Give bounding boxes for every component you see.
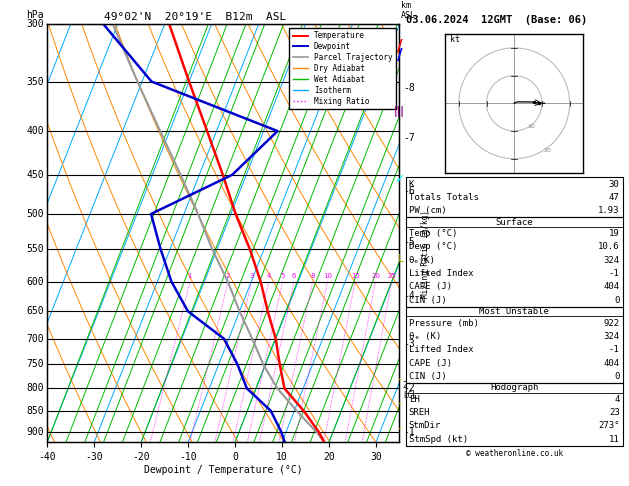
Text: |||: |||: [394, 106, 405, 117]
Text: 0: 0: [614, 296, 620, 305]
Text: └: └: [396, 256, 403, 269]
Text: 324: 324: [603, 256, 620, 265]
Text: 20: 20: [371, 274, 380, 279]
Text: 25: 25: [387, 274, 396, 279]
Text: © weatheronline.co.uk: © weatheronline.co.uk: [465, 449, 563, 458]
Text: 800: 800: [26, 383, 43, 393]
Text: -2: -2: [403, 383, 415, 393]
Title: 49°02'N  20°19'E  B12m  ASL: 49°02'N 20°19'E B12m ASL: [104, 12, 286, 22]
Text: 0: 0: [614, 372, 620, 381]
Text: /: /: [397, 49, 402, 63]
Text: K: K: [409, 179, 415, 189]
Text: 19: 19: [609, 229, 620, 238]
Text: hPa: hPa: [26, 10, 43, 20]
Text: 324: 324: [603, 332, 620, 341]
Text: 300: 300: [26, 19, 43, 29]
Text: 2
LCL: 2 LCL: [403, 381, 417, 400]
Text: -6: -6: [403, 186, 415, 196]
Text: 15: 15: [351, 274, 360, 279]
Text: Lifted Index: Lifted Index: [409, 345, 474, 354]
Text: 23: 23: [609, 408, 620, 417]
Text: -: -: [398, 374, 401, 384]
Text: ✓: ✓: [394, 174, 404, 186]
Text: -: -: [398, 423, 401, 433]
Text: -7: -7: [403, 134, 415, 143]
Text: 03.06.2024  12GMT  (Base: 06): 03.06.2024 12GMT (Base: 06): [406, 15, 587, 25]
Text: 30: 30: [609, 179, 620, 189]
Text: 700: 700: [26, 334, 43, 344]
Text: -8: -8: [403, 83, 415, 93]
Text: 2: 2: [226, 274, 230, 279]
Text: 850: 850: [26, 406, 43, 416]
Text: 750: 750: [26, 360, 43, 369]
Text: 350: 350: [26, 76, 43, 87]
Text: SREH: SREH: [409, 408, 430, 417]
Text: 450: 450: [26, 170, 43, 180]
Text: /: /: [397, 39, 402, 53]
Text: Totals Totals: Totals Totals: [409, 193, 479, 202]
Text: CAPE (J): CAPE (J): [409, 359, 452, 368]
Text: 10: 10: [323, 274, 332, 279]
Text: 273°: 273°: [598, 421, 620, 431]
Text: Most Unstable: Most Unstable: [479, 307, 549, 316]
Text: -3: -3: [403, 339, 415, 349]
Text: CIN (J): CIN (J): [409, 296, 447, 305]
Text: PW (cm): PW (cm): [409, 206, 447, 215]
Text: -: -: [398, 399, 401, 408]
Text: 650: 650: [26, 306, 43, 316]
Text: 900: 900: [26, 427, 43, 437]
Text: 10: 10: [527, 124, 535, 129]
Text: Hodograph: Hodograph: [490, 383, 538, 392]
Text: Mixing Ratio (g/kg): Mixing Ratio (g/kg): [421, 210, 430, 298]
Text: CAPE (J): CAPE (J): [409, 282, 452, 292]
Text: -5: -5: [403, 238, 415, 247]
Text: -4: -4: [403, 291, 415, 300]
Text: 47: 47: [609, 193, 620, 202]
Text: CIN (J): CIN (J): [409, 372, 447, 381]
Text: 3: 3: [249, 274, 253, 279]
Text: EH: EH: [409, 395, 420, 404]
Text: 404: 404: [603, 282, 620, 292]
Text: -1: -1: [403, 427, 415, 437]
Text: Lifted Index: Lifted Index: [409, 269, 474, 278]
Text: 550: 550: [26, 244, 43, 254]
Text: 10.6: 10.6: [598, 243, 620, 251]
Text: 922: 922: [603, 318, 620, 328]
Text: -1: -1: [609, 269, 620, 278]
Text: StmDir: StmDir: [409, 421, 441, 431]
Text: θₑ(K): θₑ(K): [409, 256, 436, 265]
Text: Surface: Surface: [496, 218, 533, 226]
Text: Dewp (°C): Dewp (°C): [409, 243, 457, 251]
Text: θₑ (K): θₑ (K): [409, 332, 441, 341]
Text: 20: 20: [543, 148, 552, 153]
Text: 1: 1: [187, 274, 192, 279]
Text: 404: 404: [603, 359, 620, 368]
Text: 6: 6: [292, 274, 296, 279]
Text: 600: 600: [26, 277, 43, 287]
X-axis label: Dewpoint / Temperature (°C): Dewpoint / Temperature (°C): [144, 465, 303, 475]
Legend: Temperature, Dewpoint, Parcel Trajectory, Dry Adiabat, Wet Adiabat, Isotherm, Mi: Temperature, Dewpoint, Parcel Trajectory…: [289, 28, 396, 109]
Text: 4: 4: [267, 274, 271, 279]
Text: 11: 11: [609, 435, 620, 444]
Text: 8: 8: [311, 274, 315, 279]
Text: -1: -1: [609, 345, 620, 354]
Text: 500: 500: [26, 209, 43, 219]
Text: kt: kt: [450, 35, 460, 44]
Text: 1.93: 1.93: [598, 206, 620, 215]
Text: 4: 4: [614, 395, 620, 404]
Text: Temp (°C): Temp (°C): [409, 229, 457, 238]
Text: km
ASL: km ASL: [401, 0, 416, 20]
Text: StmSpd (kt): StmSpd (kt): [409, 435, 468, 444]
Text: Pressure (mb): Pressure (mb): [409, 318, 479, 328]
Text: 5: 5: [281, 274, 285, 279]
Text: 400: 400: [26, 126, 43, 136]
